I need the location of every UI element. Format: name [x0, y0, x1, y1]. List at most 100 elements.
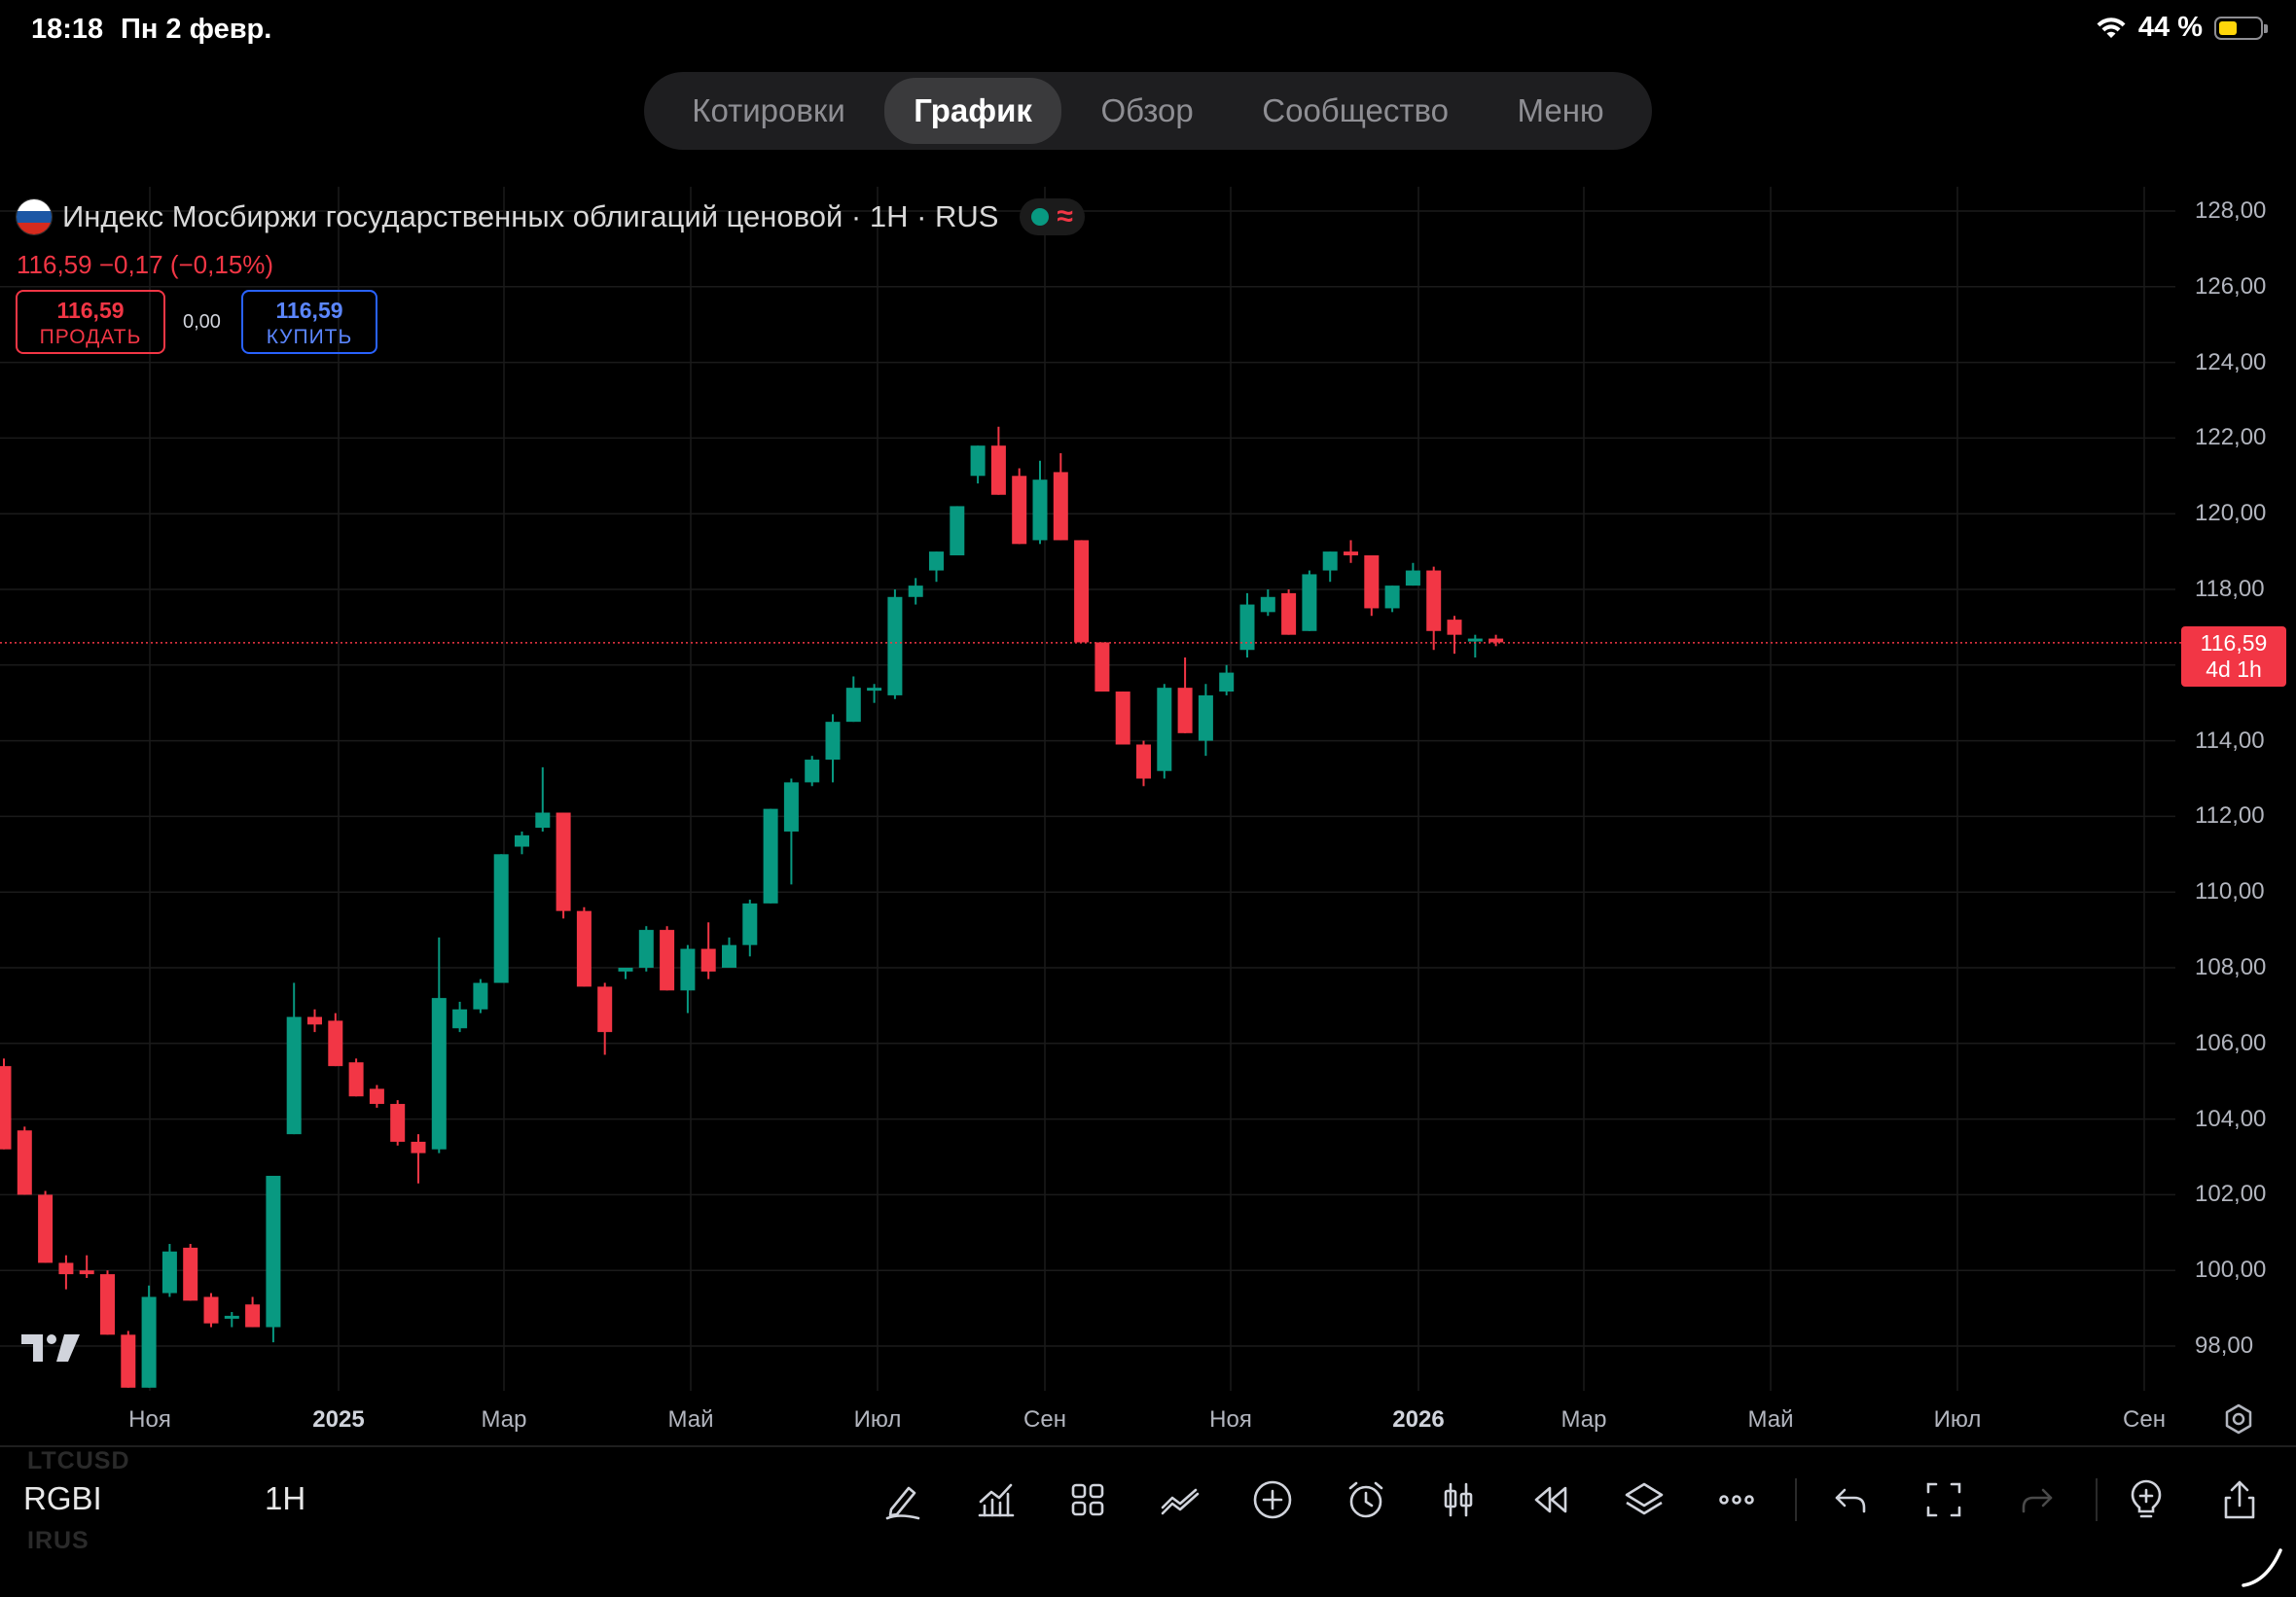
- candle-body: [680, 948, 696, 991]
- candle-body: [1239, 604, 1255, 651]
- previous-symbol: LTCUSD: [27, 1447, 130, 1474]
- candle-body: [805, 760, 820, 783]
- next-symbol: IRUS: [27, 1527, 90, 1554]
- candle: [1302, 570, 1317, 631]
- tab-overview[interactable]: Обзор: [1100, 92, 1194, 128]
- tab-menu[interactable]: Меню: [1517, 92, 1604, 128]
- candle: [245, 1296, 261, 1328]
- candle-body: [887, 596, 903, 695]
- fullscreen-icon: [1926, 1482, 1961, 1517]
- candle: [1074, 540, 1090, 643]
- lightbulb-icon: [2131, 1479, 2162, 1518]
- tab-community[interactable]: Сообщество: [1262, 92, 1449, 128]
- candle: [1219, 664, 1235, 695]
- candle-body: [369, 1088, 384, 1105]
- candle-body: [1012, 476, 1027, 545]
- candle-body: [742, 903, 758, 945]
- candle: [1447, 616, 1462, 655]
- fullscreen-button[interactable]: [1917, 1473, 1971, 1527]
- candle-body: [845, 688, 861, 723]
- top-tab-bar: Котировки График Обзор Сообщество Меню: [644, 72, 1652, 150]
- alert-button[interactable]: [1339, 1473, 1393, 1527]
- candle: [38, 1190, 54, 1263]
- date: Пн 2 февр.: [121, 14, 272, 45]
- candle-body: [431, 998, 447, 1150]
- y-tick-label: 108,00: [2195, 954, 2267, 980]
- candle: [1198, 684, 1213, 757]
- candle-body: [763, 808, 778, 904]
- candle-body: [286, 1016, 302, 1135]
- candle: [638, 926, 654, 972]
- y-tick-label: 114,00: [2195, 727, 2265, 754]
- ideas-button[interactable]: [2119, 1473, 2173, 1527]
- y-tick-label: 118,00: [2195, 576, 2265, 602]
- compare-button[interactable]: [1153, 1473, 1207, 1527]
- x-tick-label: Июл: [1933, 1406, 1982, 1433]
- candle-body: [38, 1194, 54, 1263]
- share-button[interactable]: [2212, 1473, 2267, 1527]
- candle: [1344, 540, 1358, 563]
- candle: [742, 899, 758, 957]
- status-bar: 18:18 Пн 2 февр. 44 %: [0, 0, 2296, 60]
- candle-body: [328, 1020, 343, 1067]
- price-change: 116,59 −0,17 (−0,15%): [17, 250, 274, 279]
- candle-body: [1344, 551, 1358, 555]
- templates-button[interactable]: [1060, 1473, 1115, 1527]
- compare-icon: [1161, 1488, 1200, 1515]
- more-button[interactable]: [1709, 1473, 1764, 1527]
- candle: [473, 978, 488, 1013]
- drawing-tools-button[interactable]: [876, 1473, 930, 1527]
- indicators-button[interactable]: [968, 1473, 1022, 1527]
- candle-body: [1426, 570, 1442, 631]
- symbol-legend[interactable]: Индекс Мосбиржи государственных облигаци…: [16, 198, 1085, 235]
- market-status-badge[interactable]: ≈: [1020, 198, 1085, 235]
- candle: [1157, 684, 1172, 779]
- candle: [1260, 589, 1275, 617]
- y-tick-label: 128,00: [2195, 197, 2267, 224]
- candle-body: [970, 445, 986, 477]
- symbol-selector[interactable]: RGBI: [23, 1480, 102, 1516]
- settings-gear-icon[interactable]: [2222, 1402, 2255, 1436]
- candle: [431, 937, 447, 1153]
- candle: [950, 506, 965, 555]
- price-chart[interactable]: [0, 0, 2296, 1439]
- chart-type-button[interactable]: [1431, 1473, 1486, 1527]
- candle: [660, 926, 675, 991]
- candle: [390, 1100, 406, 1146]
- sell-button[interactable]: 116,59 ПРОДАТЬ: [16, 290, 165, 354]
- tab-quotes[interactable]: Котировки: [692, 92, 845, 128]
- chart-grid: [0, 187, 2175, 1391]
- candle: [908, 578, 923, 605]
- candle-body: [1364, 554, 1380, 609]
- replay-button[interactable]: [1524, 1473, 1578, 1527]
- russia-flag-icon: [16, 198, 53, 235]
- y-tick-label: 104,00: [2195, 1105, 2267, 1132]
- candle: [597, 982, 613, 1055]
- candle-body: [1260, 596, 1275, 613]
- candle: [1405, 562, 1420, 586]
- candle: [1136, 740, 1151, 787]
- redo-button[interactable]: [2010, 1473, 2064, 1527]
- candle-body: [950, 506, 965, 555]
- undo-button[interactable]: [1823, 1473, 1878, 1527]
- x-tick-label: 2025: [312, 1406, 365, 1433]
- buy-button[interactable]: 116,59 КУПИТЬ: [241, 290, 377, 354]
- candle-body: [660, 930, 675, 991]
- candle-body: [245, 1304, 261, 1328]
- candle-body: [1094, 642, 1110, 692]
- ellipsis-icon: [1719, 1495, 1754, 1505]
- candle-body: [1281, 592, 1297, 635]
- candle: [535, 766, 551, 832]
- candle-body: [929, 551, 944, 571]
- interval-selector[interactable]: 1H: [265, 1480, 306, 1516]
- candle-body: [266, 1175, 281, 1328]
- candle-body: [1219, 672, 1235, 692]
- layers-button[interactable]: [1617, 1473, 1671, 1527]
- tab-chart[interactable]: График: [884, 78, 1061, 144]
- candle: [576, 906, 592, 987]
- add-symbol-button[interactable]: [1245, 1473, 1300, 1527]
- candle-body: [825, 722, 841, 761]
- candle-body: [390, 1104, 406, 1142]
- indicators-icon: [978, 1483, 1015, 1517]
- candle: [1384, 586, 1400, 613]
